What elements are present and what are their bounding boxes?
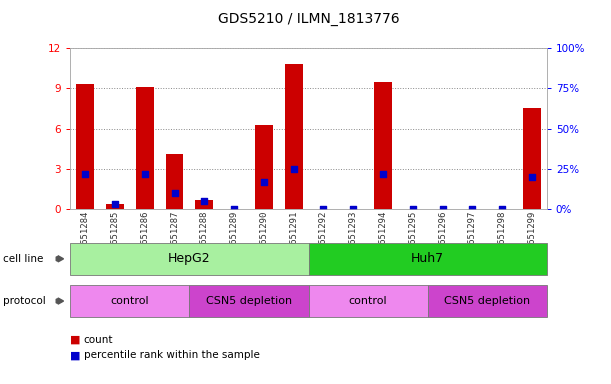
Point <box>497 206 507 212</box>
Bar <box>166 154 183 209</box>
Bar <box>255 124 273 209</box>
Point <box>378 171 388 177</box>
Text: ■: ■ <box>70 350 81 360</box>
Point <box>259 179 269 185</box>
Point <box>289 166 299 172</box>
Text: HepG2: HepG2 <box>168 252 211 265</box>
Text: control: control <box>349 296 387 306</box>
Point <box>110 201 120 207</box>
Point <box>408 206 418 212</box>
Point <box>437 206 447 212</box>
Bar <box>196 200 213 209</box>
Bar <box>285 64 302 209</box>
Text: protocol: protocol <box>3 296 46 306</box>
Bar <box>76 84 94 209</box>
Text: Huh7: Huh7 <box>411 252 444 265</box>
Point <box>527 174 537 180</box>
Point <box>348 206 358 212</box>
Point <box>170 190 180 196</box>
Text: CSN5 depletion: CSN5 depletion <box>206 296 292 306</box>
Point <box>318 206 328 212</box>
Bar <box>136 87 154 209</box>
Point <box>140 171 150 177</box>
Text: ■: ■ <box>70 335 81 345</box>
Point <box>467 206 477 212</box>
Point <box>229 206 239 212</box>
Text: CSN5 depletion: CSN5 depletion <box>444 296 530 306</box>
Bar <box>106 204 124 209</box>
Bar <box>374 82 392 209</box>
Text: count: count <box>84 335 113 345</box>
Bar <box>523 109 541 209</box>
Point <box>199 198 209 204</box>
Point <box>80 171 90 177</box>
Text: percentile rank within the sample: percentile rank within the sample <box>84 350 260 360</box>
Text: GDS5210 / ILMN_1813776: GDS5210 / ILMN_1813776 <box>218 12 400 25</box>
Text: control: control <box>111 296 149 306</box>
Text: cell line: cell line <box>3 254 43 264</box>
